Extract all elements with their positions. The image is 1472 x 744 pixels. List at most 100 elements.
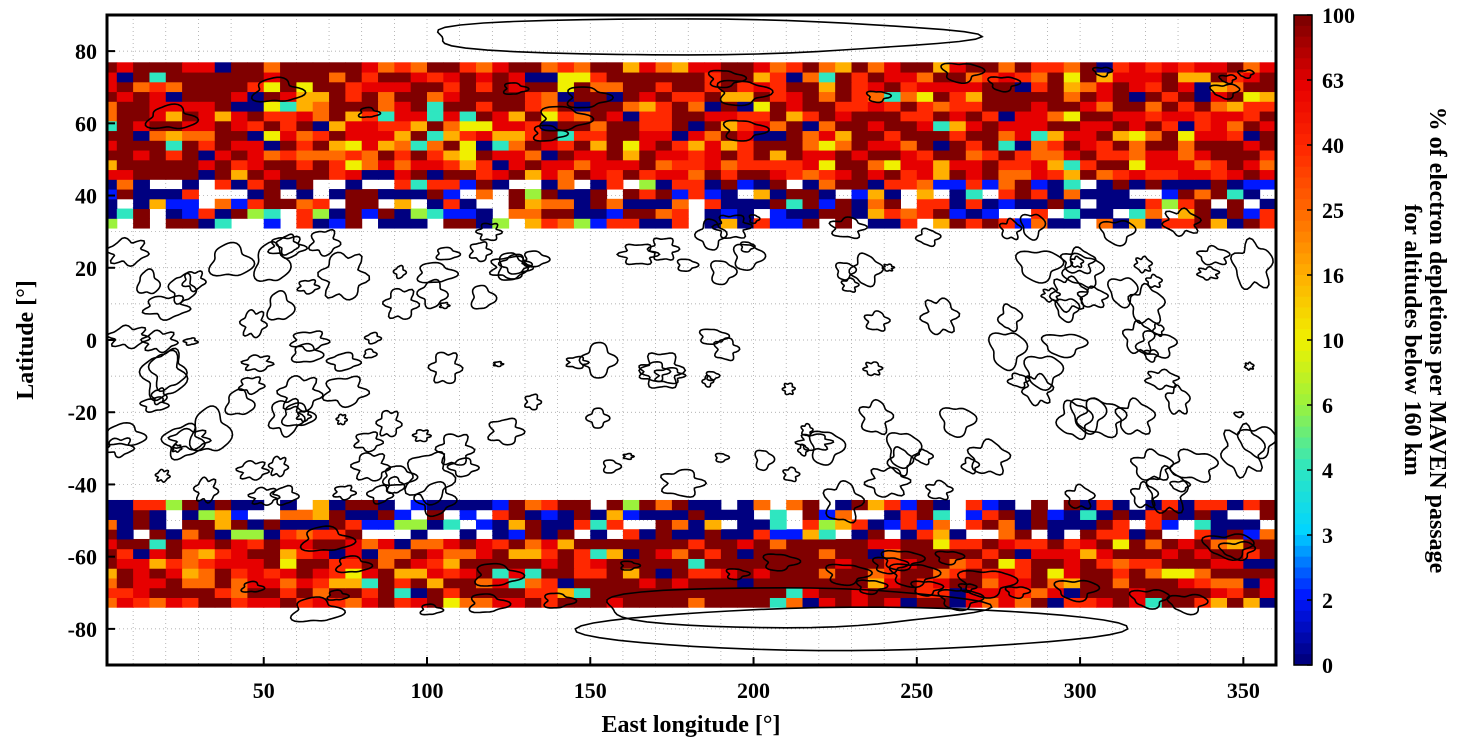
contour-line xyxy=(1129,480,1160,509)
heat-cell xyxy=(394,587,412,598)
heat-cell xyxy=(361,548,379,559)
heat-cell xyxy=(573,519,591,530)
heat-cell xyxy=(786,529,804,540)
heat-cell xyxy=(720,179,738,190)
heat-cell xyxy=(1096,597,1114,608)
heat-cell xyxy=(867,130,885,141)
heat-cell xyxy=(198,558,216,569)
y-axis-title: Latitude [°] xyxy=(13,280,39,400)
heat-cell xyxy=(198,519,216,530)
heat-cell xyxy=(1031,198,1048,210)
heat-cell xyxy=(508,169,526,180)
heat-cell xyxy=(1112,62,1130,73)
heat-cell xyxy=(1063,587,1081,598)
contour-line xyxy=(748,214,761,225)
heat-cell xyxy=(133,140,150,151)
contour-line xyxy=(404,450,457,506)
heat-cell xyxy=(1145,577,1163,589)
heat-cell xyxy=(933,140,950,151)
contour-line xyxy=(307,228,342,257)
heat-cell xyxy=(704,529,722,540)
heat-cell xyxy=(1259,169,1276,180)
heat-cell xyxy=(410,81,428,93)
heat-cell xyxy=(107,159,118,171)
heat-cell xyxy=(655,81,673,93)
heat-cell xyxy=(1129,120,1146,132)
heat-cell xyxy=(884,208,901,219)
heat-cell xyxy=(851,568,869,579)
heat-cell xyxy=(1063,198,1081,210)
heat-cell xyxy=(247,111,265,122)
heat-cell xyxy=(573,111,591,122)
heat-cell xyxy=(1243,597,1261,608)
heat-cell xyxy=(116,558,134,569)
heat-cell xyxy=(329,62,346,73)
heat-cell xyxy=(165,218,183,229)
heat-cell xyxy=(606,509,624,520)
heat-cell xyxy=(214,111,232,122)
heat-cell xyxy=(835,208,853,219)
heat-cell xyxy=(590,538,608,550)
heat-cell xyxy=(116,538,134,550)
heat-cell xyxy=(378,499,395,511)
heat-cell xyxy=(835,140,853,151)
heat-cell xyxy=(573,597,591,608)
heat-cell xyxy=(1227,597,1244,608)
heat-cell xyxy=(982,218,999,229)
heat-cell xyxy=(443,597,461,608)
heat-cell xyxy=(116,548,134,559)
heat-cell xyxy=(133,558,150,569)
heat-cell xyxy=(606,140,624,151)
heat-cell xyxy=(1178,120,1195,132)
heat-cell xyxy=(1063,62,1081,73)
heat-cell xyxy=(133,179,150,190)
heat-cell xyxy=(541,558,559,569)
heat-cell xyxy=(394,101,412,112)
contour-line xyxy=(474,222,504,242)
heat-cell xyxy=(639,150,657,161)
heat-cell xyxy=(345,218,363,229)
heat-cell xyxy=(900,150,918,161)
heat-cell xyxy=(296,568,314,579)
heat-cell xyxy=(280,198,297,210)
heat-cell xyxy=(345,91,363,102)
contour-line xyxy=(716,79,774,107)
heat-cell xyxy=(998,529,1016,540)
contour-line xyxy=(1218,74,1238,85)
colorbar-segment xyxy=(1294,600,1312,612)
heat-cell xyxy=(786,62,804,73)
heat-cell xyxy=(361,198,379,210)
heat-cell xyxy=(345,577,363,589)
heat-cell xyxy=(1112,111,1130,122)
heat-cell xyxy=(329,218,346,229)
contour-line xyxy=(436,18,984,56)
heat-cell xyxy=(916,548,934,559)
heat-cell xyxy=(1210,150,1228,161)
heat-cell xyxy=(867,189,885,200)
heat-cell xyxy=(1112,140,1130,151)
heat-cell xyxy=(949,189,967,200)
heat-cell xyxy=(655,519,673,530)
heat-cell xyxy=(802,558,820,569)
heat-cell xyxy=(590,111,608,122)
heat-cell xyxy=(524,218,542,229)
heat-cell xyxy=(982,577,999,589)
contour-line xyxy=(438,301,451,310)
heat-cell xyxy=(247,558,265,569)
heat-cell xyxy=(508,538,526,550)
heat-cell xyxy=(1259,91,1276,102)
colorbar-segment xyxy=(1294,329,1312,341)
heat-cell xyxy=(524,529,542,540)
heat-cell xyxy=(1112,150,1130,161)
heat-cell xyxy=(786,120,804,132)
heat-cell xyxy=(410,568,428,579)
heat-cell xyxy=(475,101,493,112)
heat-cell xyxy=(949,62,967,73)
heat-cell xyxy=(884,111,901,122)
heat-cell xyxy=(1014,587,1032,598)
contour-line xyxy=(154,468,172,483)
colorbar-segment xyxy=(1294,621,1312,634)
heat-cell xyxy=(116,62,134,73)
heat-cell xyxy=(1096,159,1114,171)
heat-cell xyxy=(704,577,722,589)
